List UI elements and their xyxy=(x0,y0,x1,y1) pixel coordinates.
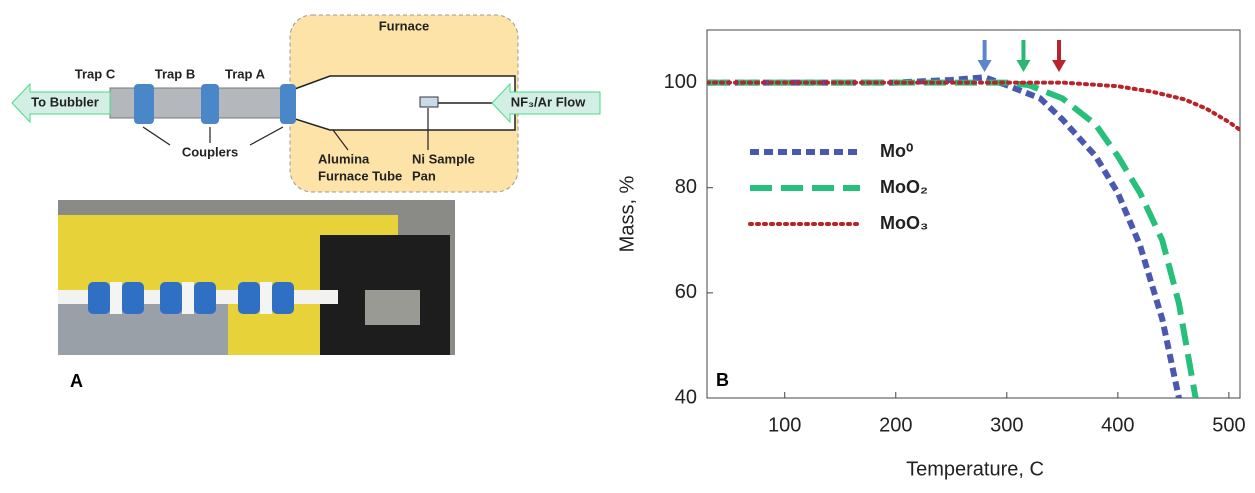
series-line xyxy=(707,80,1240,132)
threshold-arrow xyxy=(977,40,992,72)
x-tick-label: 400 xyxy=(1101,414,1134,436)
series-line xyxy=(707,79,1199,398)
x-tick-label: 300 xyxy=(990,414,1023,436)
tube-label: Furnace Tube xyxy=(318,168,402,183)
coupler xyxy=(280,84,296,124)
series-line xyxy=(707,74,1182,398)
outlet-label: To Bubbler xyxy=(31,94,99,109)
trap-label: Trap A xyxy=(225,66,266,81)
coupler xyxy=(201,84,219,124)
x-tick-label: 100 xyxy=(768,414,801,436)
y-tick-label: 100 xyxy=(664,71,697,93)
y-tick-label: 40 xyxy=(675,386,697,408)
sample-pan xyxy=(419,96,439,108)
threshold-arrow xyxy=(1052,40,1067,72)
outlet-arrow xyxy=(11,82,111,124)
x-axis-label: Temperature, C xyxy=(906,458,1044,480)
furnace-label: Furnace xyxy=(379,18,430,33)
legend-label: MoO₂ xyxy=(880,177,928,197)
trap-label: Trap B xyxy=(155,66,195,81)
coupler xyxy=(134,84,154,124)
pan-label: Pan xyxy=(412,168,436,183)
x-tick-label: 200 xyxy=(879,414,912,436)
couplers-label: Couplers xyxy=(182,144,238,159)
trap-label: Trap C xyxy=(75,66,116,81)
panel-label: A xyxy=(70,371,83,391)
legend-label: Mo⁰ xyxy=(880,141,913,161)
pan-label: Ni Sample xyxy=(412,151,475,166)
pointer-lines xyxy=(142,108,429,151)
plot-frame xyxy=(706,29,1241,399)
y-axis-label: Mass, % xyxy=(616,175,638,252)
photo xyxy=(58,200,455,355)
inlet-label: NF₃/Ar Flow xyxy=(511,94,587,109)
y-tick-label: 80 xyxy=(675,176,697,198)
x-tick-label: 500 xyxy=(1212,414,1245,436)
y-tick-label: 60 xyxy=(675,281,697,303)
panel-label: B xyxy=(716,370,729,390)
threshold-arrow xyxy=(1016,40,1031,72)
inlet-arrow xyxy=(491,82,601,124)
legend-label: MoO₃ xyxy=(880,213,928,233)
tube-label: Alumina xyxy=(318,151,370,166)
